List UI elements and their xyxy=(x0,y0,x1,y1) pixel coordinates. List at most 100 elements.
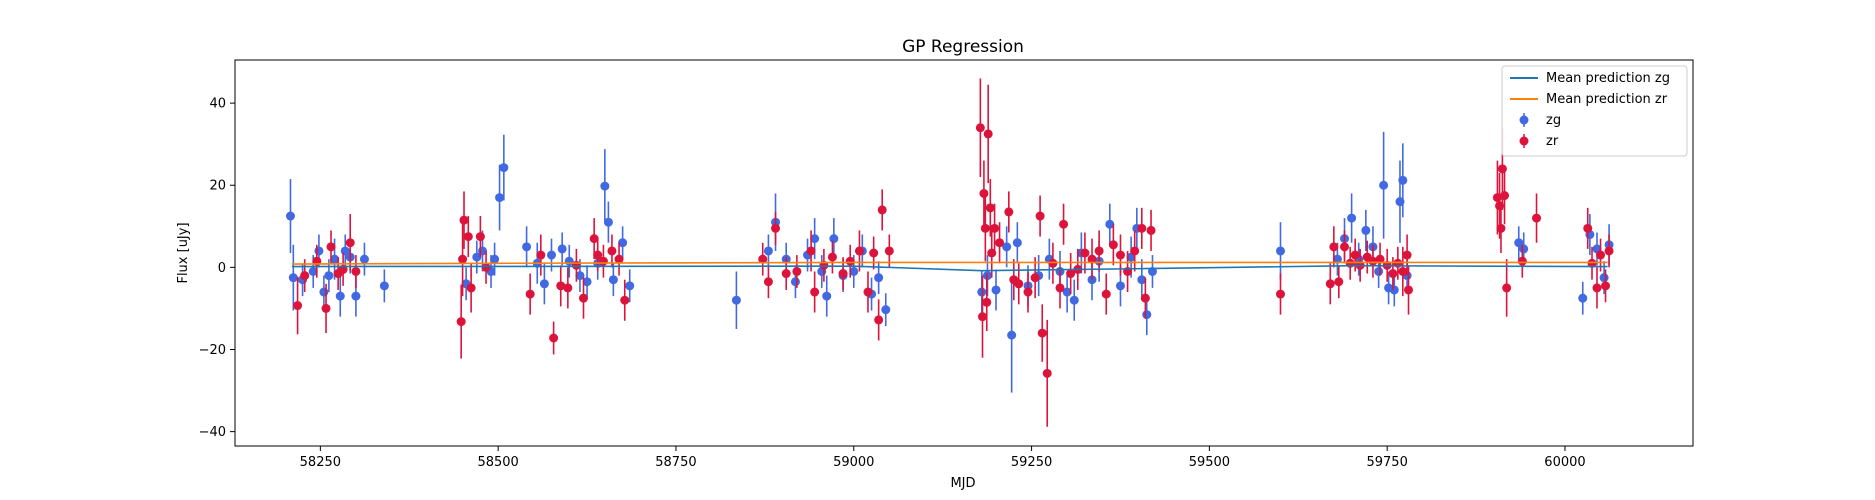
point-zr-89 xyxy=(1368,256,1378,266)
point-zr-27 xyxy=(614,254,624,264)
point-zr-97 xyxy=(1492,193,1502,203)
point-zr-66 xyxy=(1059,219,1069,229)
y-axis: −40 −20 0 20 40 xyxy=(199,97,235,440)
point-zr-77 xyxy=(1137,223,1147,233)
point-zr-80 xyxy=(1275,289,1285,299)
point-zr-38 xyxy=(838,269,848,279)
point-zr-23 xyxy=(589,234,599,244)
point-zr-43 xyxy=(874,315,884,325)
chart-title: GP Regression xyxy=(902,37,1024,57)
point-zr-53 xyxy=(987,248,997,258)
point-zr-55 xyxy=(995,238,1005,248)
point-zg-55 xyxy=(1007,330,1017,340)
point-zr-76 xyxy=(1130,246,1140,256)
point-zr-4 xyxy=(326,242,336,252)
point-zg-12 xyxy=(359,254,369,264)
point-zg-18 xyxy=(490,254,500,264)
point-zr-13 xyxy=(466,283,476,293)
point-zg-56 xyxy=(1012,238,1022,248)
point-zr-51 xyxy=(983,129,993,139)
point-zg-62 xyxy=(1069,295,1079,305)
point-zr-99 xyxy=(1496,223,1506,233)
y-tick-label--40: −40 xyxy=(199,425,226,440)
point-zr-94 xyxy=(1398,266,1408,276)
plot-area xyxy=(285,78,1614,427)
point-zg-6 xyxy=(324,271,334,281)
legend-mean-zr-label: Mean prediction zr xyxy=(1546,92,1668,107)
point-zg-71 xyxy=(1142,310,1152,320)
point-zg-53 xyxy=(991,285,1001,295)
legend: Mean prediction zg Mean prediction zr zg… xyxy=(1501,65,1688,157)
point-zr-73 xyxy=(1108,240,1118,250)
point-zg-50 xyxy=(881,305,891,315)
point-zr-48 xyxy=(979,188,989,198)
point-zr-33 xyxy=(792,266,802,276)
point-zr-25 xyxy=(598,256,608,266)
point-zg-84 xyxy=(1395,197,1405,207)
point-zg-31 xyxy=(603,217,613,227)
point-zg-25 xyxy=(557,244,567,254)
point-zr-18 xyxy=(549,333,559,343)
legend-zr-label: zr xyxy=(1546,134,1559,149)
point-zg-4 xyxy=(314,246,324,256)
mean-line-zr xyxy=(291,261,1608,265)
legend-zg-swatch-marker xyxy=(1519,115,1529,125)
point-zr-29 xyxy=(758,254,768,264)
point-zg-41 xyxy=(810,234,820,244)
point-zr-79 xyxy=(1146,225,1156,235)
point-zr-70 xyxy=(1087,254,1097,264)
point-zr-3 xyxy=(321,303,331,313)
point-zg-83 xyxy=(1389,285,1399,295)
point-zr-62 xyxy=(1037,328,1047,338)
point-zr-101 xyxy=(1500,191,1510,201)
legend-zr-swatch-marker xyxy=(1519,136,1529,146)
point-zg-80 xyxy=(1374,266,1384,276)
y-tick-label--20: −20 xyxy=(199,343,226,358)
point-zr-19 xyxy=(556,281,566,291)
point-zr-35 xyxy=(810,287,820,297)
legend-frame xyxy=(1501,65,1688,157)
point-zr-50 xyxy=(982,297,992,307)
point-zr-8 xyxy=(351,266,361,276)
point-zg-36 xyxy=(763,246,773,256)
x-tick-label-58250: 58250 xyxy=(300,455,341,470)
point-zg-27 xyxy=(575,271,585,281)
point-zg-66 xyxy=(1105,219,1115,229)
point-zg-43 xyxy=(822,291,832,301)
x-tick-label-59750: 59750 xyxy=(1366,455,1407,470)
point-zr-16 xyxy=(525,289,535,299)
point-zg-24 xyxy=(546,250,556,260)
point-zr-10 xyxy=(458,254,468,264)
point-zr-108 xyxy=(1596,250,1606,260)
point-zg-85 xyxy=(1398,175,1408,185)
point-zg-35 xyxy=(731,295,741,305)
point-zg-20 xyxy=(499,163,509,173)
point-zr-107 xyxy=(1592,283,1602,293)
point-zg-54 xyxy=(1002,242,1012,252)
point-zr-12 xyxy=(463,232,473,242)
point-zr-44 xyxy=(877,205,887,215)
x-tick-label-59500: 59500 xyxy=(1189,455,1230,470)
point-zg-34 xyxy=(625,281,635,291)
point-zr-1 xyxy=(300,271,310,281)
point-zg-46 xyxy=(849,266,859,276)
point-zg-11 xyxy=(351,291,361,301)
point-zr-100 xyxy=(1497,164,1507,174)
point-zr-81 xyxy=(1325,279,1335,289)
point-zg-49 xyxy=(874,273,884,283)
point-zg-15 xyxy=(472,252,482,262)
point-zr-32 xyxy=(781,269,791,279)
x-tick-label-58500: 58500 xyxy=(477,455,518,470)
point-zr-15 xyxy=(481,262,491,272)
point-zr-7 xyxy=(345,238,355,248)
legend-zg-label: zg xyxy=(1546,113,1561,128)
series-zg xyxy=(285,131,1614,393)
point-zr-109 xyxy=(1601,281,1611,291)
point-zr-60 xyxy=(1030,273,1040,283)
point-zr-83 xyxy=(1334,277,1344,287)
point-zr-47 xyxy=(977,312,987,322)
point-zg-89 xyxy=(1578,293,1588,303)
point-zr-64 xyxy=(1048,258,1058,268)
point-zr-84 xyxy=(1340,242,1350,252)
